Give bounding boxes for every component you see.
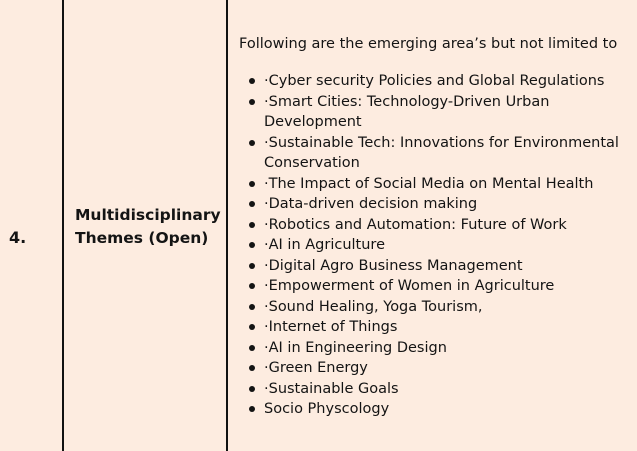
- list-item: ·Green Energy: [228, 358, 633, 379]
- list-item: Socio Physcology: [228, 399, 633, 420]
- column-divider: [226, 0, 228, 451]
- topics-cell: Following are the emerging area’s but no…: [228, 0, 637, 451]
- list-item: ·Sound Healing, Yoga Tourism,: [228, 297, 633, 318]
- list-item: ·Sustainable Tech: Innovations for Envir…: [228, 133, 633, 174]
- list-item: ·Empowerment of Women in Agriculture: [228, 276, 633, 297]
- list-item: ·The Impact of Social Media on Mental He…: [228, 174, 633, 195]
- row-number: 4.: [9, 228, 27, 247]
- list-item: ·Digital Agro Business Management: [228, 256, 633, 277]
- theme-title: Multidisciplinary Themes (Open): [75, 206, 221, 247]
- list-item: ·Cyber security Policies and Global Regu…: [228, 71, 633, 92]
- topics-list: ·Cyber security Policies and Global Regu…: [228, 71, 633, 420]
- topics-intro: Following are the emerging area’s but no…: [239, 36, 618, 52]
- column-divider: [62, 0, 64, 451]
- list-item: ·AI in Agriculture: [228, 235, 633, 256]
- list-item: ·Internet of Things: [228, 317, 633, 338]
- number-cell: 4.: [0, 0, 62, 451]
- list-item: ·Robotics and Automation: Future of Work: [228, 215, 633, 236]
- list-item: ·AI in Engineering Design: [228, 338, 633, 359]
- list-item: ·Data-driven decision making: [228, 194, 633, 215]
- list-item: ·Smart Cities: Technology-Driven Urban D…: [228, 92, 633, 133]
- list-item: ·Sustainable Goals: [228, 379, 633, 400]
- theme-cell: Multidisciplinary Themes (Open): [64, 0, 226, 451]
